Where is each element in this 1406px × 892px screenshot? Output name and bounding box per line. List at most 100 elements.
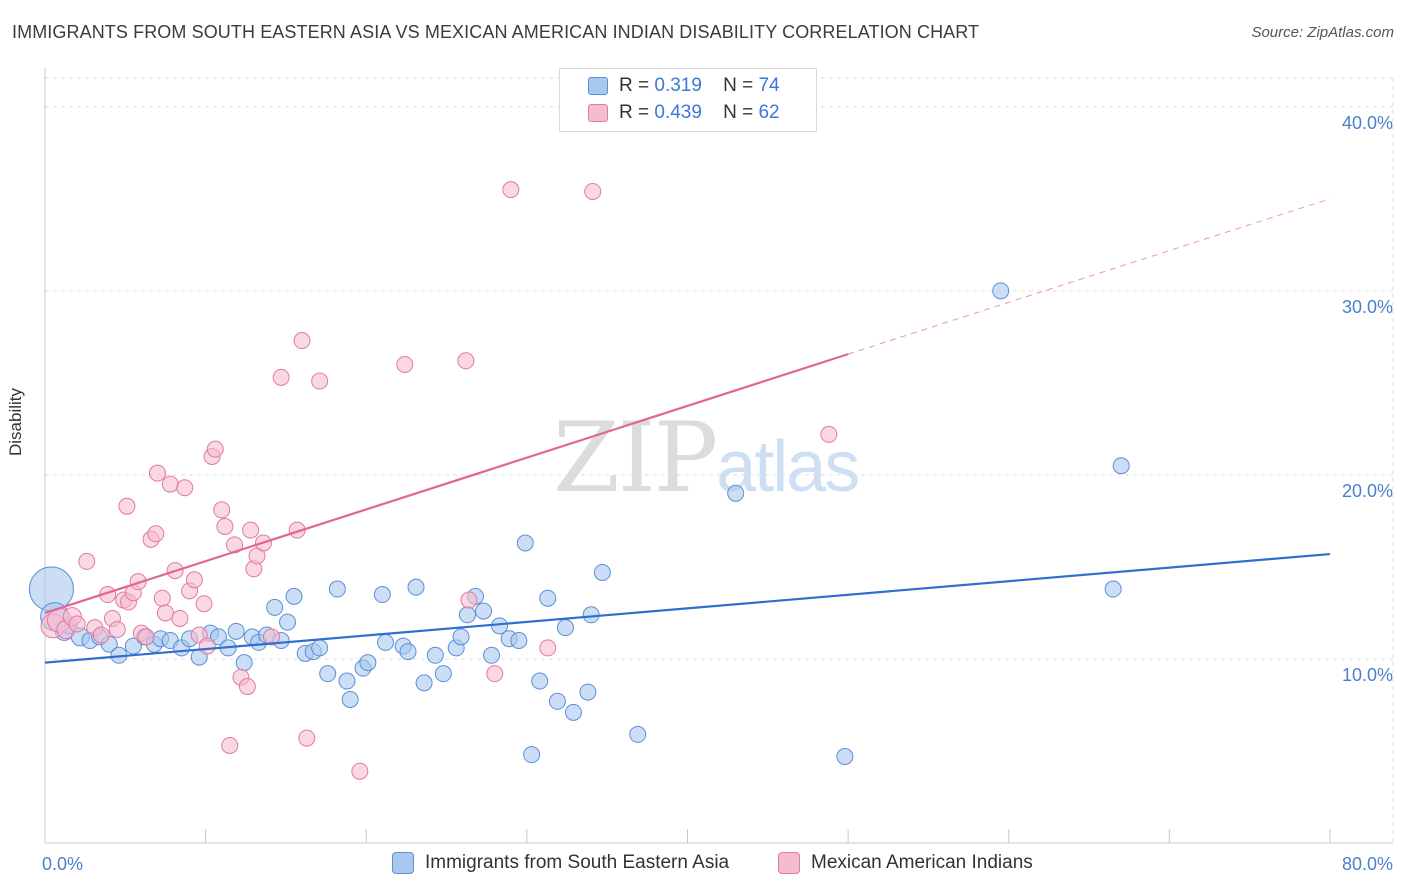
pink-point <box>272 368 290 386</box>
pink-point <box>311 372 329 390</box>
blue-point <box>992 282 1010 300</box>
pink-point <box>161 475 179 493</box>
blue-point <box>593 563 611 581</box>
legend-swatch-pink <box>588 104 608 122</box>
legend-r-value: 0.439 <box>654 102 702 123</box>
blue-point <box>727 484 745 502</box>
trend-line-blue <box>44 552 1331 664</box>
blue-point <box>531 672 549 690</box>
chart-title: IMMIGRANTS FROM SOUTH EASTERN ASIA VS ME… <box>12 22 980 42</box>
blue-point <box>399 643 417 661</box>
pink-point <box>129 573 147 591</box>
pink-point <box>195 595 213 613</box>
blue-point <box>564 703 582 721</box>
blue-point <box>227 622 245 640</box>
blue-point <box>373 586 391 604</box>
blue-point <box>1104 580 1122 598</box>
legend-r-label: R = <box>619 102 650 123</box>
tick-labels: 10.0% 20.0% 30.0% 40.0% 0.0% 80.0% <box>42 113 1393 874</box>
pink-point <box>502 181 520 199</box>
grid-lines <box>45 77 1395 843</box>
axes <box>44 68 1393 844</box>
blue-point <box>426 646 444 664</box>
blue-point <box>523 746 541 764</box>
pink-point <box>171 609 189 627</box>
blue-point <box>319 665 337 683</box>
pink-point <box>198 637 216 655</box>
pink-point <box>457 352 475 370</box>
pink-point <box>118 497 136 515</box>
pink-point <box>486 665 504 683</box>
trend-lines <box>44 198 1331 664</box>
blue-point <box>452 628 470 646</box>
blue-point <box>285 587 303 605</box>
pink-point <box>176 479 194 497</box>
legend-r-value: 0.319 <box>654 75 702 96</box>
y-tick-label: 10.0% <box>1342 665 1393 685</box>
pink-point <box>221 736 239 754</box>
pink-point <box>351 762 369 780</box>
pink-point <box>206 440 224 458</box>
blue-point <box>483 646 501 664</box>
bottom-legend-swatch-blue <box>392 852 414 874</box>
blue-point <box>458 606 476 624</box>
pink-point <box>108 621 126 639</box>
blue-point <box>407 578 425 596</box>
bottom-legend-swatch-pink <box>778 852 800 874</box>
blue-point <box>338 672 356 690</box>
bottom-legend-label-blue: Immigrants from South Eastern Asia <box>425 852 730 873</box>
pink-point <box>238 678 256 696</box>
blue-point <box>516 534 534 552</box>
trend-line-pink-extension <box>847 198 1331 355</box>
pink-point <box>137 628 155 646</box>
blue-point <box>377 633 395 651</box>
blue-point <box>235 654 253 672</box>
blue-point <box>279 613 297 631</box>
watermark-zip: ZIP <box>553 402 718 514</box>
blue-point <box>556 619 574 637</box>
legend-n-value: 62 <box>758 102 780 123</box>
pink-point <box>92 626 110 644</box>
blue-point <box>415 674 433 692</box>
pink-point <box>460 591 478 609</box>
blue-point <box>836 747 854 765</box>
blue-point <box>579 683 597 701</box>
blue-point <box>548 692 566 710</box>
legend-n-label: N = <box>723 75 754 96</box>
legend-n-value: 74 <box>758 75 780 96</box>
pink-point <box>820 425 838 443</box>
y-tick-label: 40.0% <box>1342 113 1393 133</box>
y-tick-label: 20.0% <box>1342 481 1393 501</box>
blue-point <box>510 632 528 650</box>
blue-point <box>266 598 284 616</box>
source-label: Source: ZipAtlas.com <box>1251 24 1394 41</box>
series-pink-points <box>40 181 838 780</box>
x-tick-label: 0.0% <box>42 854 83 874</box>
pink-point <box>153 589 171 607</box>
correlation-legend: R = 0.319 N = 74 R = 0.439 N = 62 <box>559 68 817 132</box>
pink-point <box>216 517 234 535</box>
legend-swatch-blue <box>588 77 608 95</box>
blue-point <box>629 725 647 743</box>
x-tick-label: 80.0% <box>1342 854 1393 874</box>
legend-r-label: R = <box>619 75 650 96</box>
series-blue-points <box>28 282 1130 765</box>
trend-line-pink <box>44 353 849 614</box>
blue-point <box>359 654 377 672</box>
watermark: ZIPatlas <box>553 402 860 514</box>
blue-point <box>209 628 227 646</box>
blue-point <box>341 690 359 708</box>
blue-point <box>311 639 329 657</box>
pink-point <box>213 501 231 519</box>
pink-point <box>584 182 602 200</box>
bottom-legend-label-pink: Mexican American Indians <box>811 852 1033 873</box>
pink-point <box>298 729 316 747</box>
pink-point <box>156 604 174 622</box>
blue-point <box>539 589 557 607</box>
pink-point <box>242 521 260 539</box>
pink-point <box>396 355 414 373</box>
pink-point <box>539 639 557 657</box>
pink-point <box>148 464 166 482</box>
y-tick-label: 30.0% <box>1342 297 1393 317</box>
